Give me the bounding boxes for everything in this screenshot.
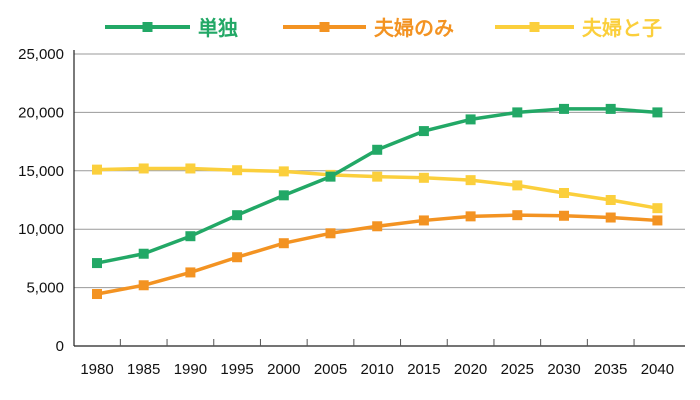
data-point (92, 164, 102, 175)
legend: 単独 夫婦のみ 夫婦と子 (105, 16, 662, 40)
data-point (652, 107, 663, 118)
x-tick-labels: 1980 1985 1990 1995 2000 2005 2010 2015 2020 2025… (80, 361, 674, 378)
data-point (465, 211, 476, 222)
series-1 (92, 103, 663, 269)
grid-lines (74, 53, 685, 289)
legend-swatch-marker (319, 22, 330, 32)
data-point (278, 166, 289, 177)
x-tick-label: 1995 (220, 361, 253, 378)
x-tick-label: 1980 (80, 361, 113, 378)
x-tick-label: 2005 (314, 361, 347, 378)
data-point (652, 215, 663, 226)
data-point (418, 215, 429, 226)
x-tick-label: 1985 (127, 361, 160, 378)
data-point (652, 203, 663, 214)
data-point (92, 258, 102, 269)
data-point (559, 103, 569, 114)
data-point (605, 195, 616, 205)
data-point (372, 144, 383, 155)
data-point (605, 103, 616, 114)
y-tick-label: 20,000 (18, 104, 64, 121)
series-2 (92, 210, 663, 300)
data-point (372, 221, 383, 232)
series-line (96, 107, 658, 265)
y-tick-label: 5,000 (26, 280, 64, 297)
data-point (465, 114, 476, 125)
legend-swatch-marker (142, 22, 153, 32)
data-point (92, 289, 102, 300)
x-tick-label: 2030 (547, 361, 580, 378)
axes (73, 50, 685, 347)
data-point (325, 171, 336, 182)
data-point (512, 107, 523, 118)
legend-item-2: 夫婦のみ (283, 16, 454, 40)
data-point (138, 163, 149, 174)
data-point (138, 280, 149, 291)
data-point (232, 165, 243, 176)
data-point (559, 210, 569, 221)
data-point (325, 228, 336, 239)
data-point (278, 238, 289, 249)
data-point (512, 210, 523, 221)
data-point (512, 180, 523, 191)
data-point (185, 163, 196, 174)
data-point (418, 172, 429, 183)
y-tick-labels: 0 5,000 10,000 15,000 20,000 25,000 (18, 46, 64, 355)
x-tick-label: 2025 (501, 361, 534, 378)
x-tick-label: 2040 (641, 361, 674, 378)
data-point (559, 187, 569, 198)
data-point (185, 267, 196, 278)
legend-label: 単独 (198, 16, 238, 40)
data-point (232, 210, 243, 221)
data-point (465, 175, 476, 186)
data-point (372, 171, 383, 182)
legend-item-1: 単独 (105, 16, 238, 40)
y-tick-label: 15,000 (18, 163, 64, 180)
y-tick-label: 25,000 (18, 46, 64, 63)
x-tick-label: 2015 (407, 361, 440, 378)
data-point (278, 190, 289, 201)
series (92, 103, 663, 300)
legend-label: 夫婦と子 (582, 16, 662, 40)
data-point (418, 126, 429, 137)
x-tick-label: 2000 (267, 361, 300, 378)
legend-item-3: 夫婦と子 (495, 16, 662, 40)
legend-swatch-marker (529, 22, 540, 32)
data-point (185, 231, 196, 242)
data-point (232, 252, 243, 263)
x-tick-label: 2035 (594, 361, 627, 378)
y-tick-label: 0 (56, 338, 64, 355)
x-tick-label: 1990 (174, 361, 207, 378)
x-tick-label: 2010 (361, 361, 394, 378)
data-point (138, 248, 149, 259)
y-tick-label: 10,000 (18, 221, 64, 238)
legend-label: 夫婦のみ (374, 16, 454, 40)
x-tick-label: 2020 (454, 361, 487, 378)
data-point (605, 212, 616, 223)
